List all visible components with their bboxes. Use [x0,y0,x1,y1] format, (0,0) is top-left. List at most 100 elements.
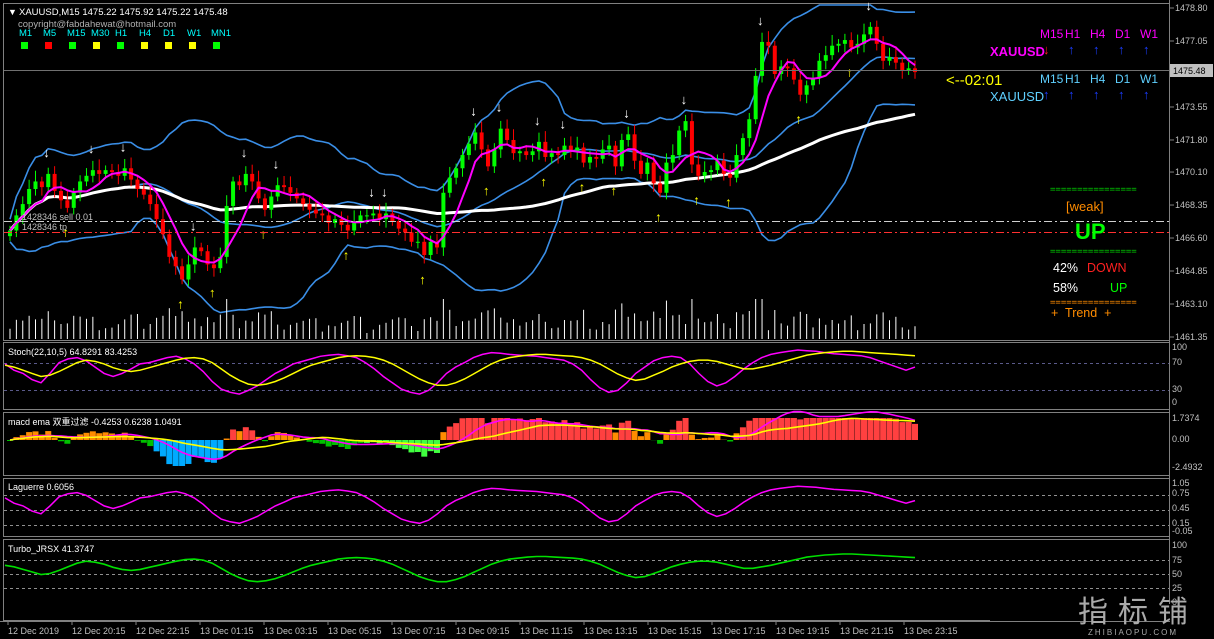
macd-histogram-bar [242,427,249,440]
row1-label-h4: H4 [1090,27,1106,41]
candle-body [607,145,612,150]
ma-polyline [8,112,916,232]
price-tick-label: 1461.35 [1175,332,1208,342]
candle-body [84,175,89,182]
macd-histogram-bar [542,422,549,440]
candle-body [823,55,828,61]
sell-signal-arrow-icon: ↓ [623,105,630,120]
candle-body [199,247,204,252]
buy-signal-arrow-icon: ↑ [725,195,732,210]
laguerre-subwindow: Laguerre 0.6056 1.050.75 0.45 0.15-0.05 [4,478,1193,536]
macd-histogram-bar [899,422,906,440]
row1-label-w1: W1 [1140,27,1158,41]
candle-body [881,43,886,61]
price-tick-label: 1468.35 [1175,200,1208,210]
macd-histogram-bar [440,432,447,440]
row1-label-d1: D1 [1115,27,1131,41]
macd-histogram-bar [790,418,797,440]
candle-body [638,160,643,174]
candle-body [715,160,720,171]
buy-signal-arrow-icon: ↑ [655,210,662,225]
macd-histogram-bar [765,418,772,440]
collapse-triangle-icon[interactable]: ▼ [8,7,17,17]
buy-signal-arrow-icon: ↑ [483,183,490,198]
laguerre-line [4,485,916,525]
price-axis: 1478.80 1477.05 1475.48 1473.55 1471.80 1470.… [1170,3,1208,342]
timeframe-status-w1 [189,42,196,49]
candle-body [594,156,599,159]
candle-body [352,221,357,231]
candle-body [702,172,707,176]
row1-arrow-up-icon: ↑ [1118,42,1125,57]
macd-histogram-bar [236,431,243,440]
up-label: UP [1110,281,1127,295]
row1-label-m15: M15 [1040,27,1064,41]
buy-signal-arrow-icon: ↑ [62,225,69,240]
candle-body [677,130,682,156]
row2-arrow-up-icon: ↑ [1068,87,1075,102]
laguerre-tick-label: -0.05 [1172,526,1193,536]
stoch-title: Stoch(22,10,5) 64.8291 83.4253 [8,347,137,357]
candle-body [683,121,688,131]
candle-body [39,181,44,188]
candle-body [842,40,847,44]
candle-body [530,151,535,156]
macd-histogram-bar [835,418,842,440]
turbo-tick-label: 50 [1172,569,1182,579]
macd-histogram-bar [892,418,899,440]
bb-lower-line [9,103,916,314]
timeframe-label-mn1: MN1 [211,28,231,39]
candle-body [830,45,835,56]
sell-signal-arrow-icon: ↓ [368,185,375,200]
price-tick-label: 1464.85 [1175,266,1208,276]
candle-body [428,241,433,255]
watermark-small: ZHIBIAOPU.COM [1088,628,1178,637]
turbo-subwindow: Turbo_JRSX 41.3747 100 75 50 25 0 [4,540,1187,621]
candle-body [46,173,51,188]
candle-body [798,79,803,95]
stoch-d-line [4,350,916,387]
candle-body [243,173,248,186]
row2-label-d1: D1 [1115,72,1131,86]
timeframe-label-m15: M15 [67,28,85,39]
sell-signal-arrow-icon: ↓ [865,0,872,13]
candle-body [192,247,197,265]
candle-body [709,170,714,173]
candle-body [211,264,216,269]
buy-signal-arrow-icon: ↑ [693,193,700,208]
macd-histogram-bar [676,420,683,440]
up-percent: 58% [1053,281,1078,295]
chart-header: ▼ XAUUSD,M15 1475.22 1475.92 1475.22 147… [8,7,231,49]
macd-histogram-bar [848,418,855,440]
macd-histogram-bar [535,418,542,440]
bb-middle-line [9,55,916,232]
candle-body [492,149,497,167]
macd-histogram-bar [338,440,345,448]
strength-label: [weak] [1066,199,1104,214]
sell-signal-arrow-icon: ↓ [559,117,566,132]
macd-histogram-bar [332,440,339,445]
candle-body [307,204,312,210]
candle-body [415,241,420,243]
macd-histogram-bar [185,440,192,464]
candle-body [97,170,102,174]
macd-histogram-bar [115,435,122,440]
timeframe-label-w1: W1 [187,28,201,39]
candle-body [377,213,382,220]
candle-body [498,128,503,150]
candle-body [485,149,490,167]
turbo-tick-label: 75 [1172,555,1182,565]
candle-body [766,41,771,46]
trend-line-magenta [9,38,916,264]
macd-histogram-bar [873,418,880,440]
tp-order-label: 1428346 tp [22,222,67,232]
watermark: 指标铺 ZHIBIAOPU.COM [1078,596,1188,637]
buy-signal-arrow-icon: ↑ [795,112,802,127]
row2-label-h1: H1 [1065,72,1081,86]
macd-histogram-bar [172,440,179,466]
laguerre-tick-label: 1.05 [1172,478,1190,488]
buy-signal-arrow-icon: ↑ [540,174,547,189]
macd-histogram-bar [510,418,517,440]
macd-histogram-bar [287,435,294,440]
